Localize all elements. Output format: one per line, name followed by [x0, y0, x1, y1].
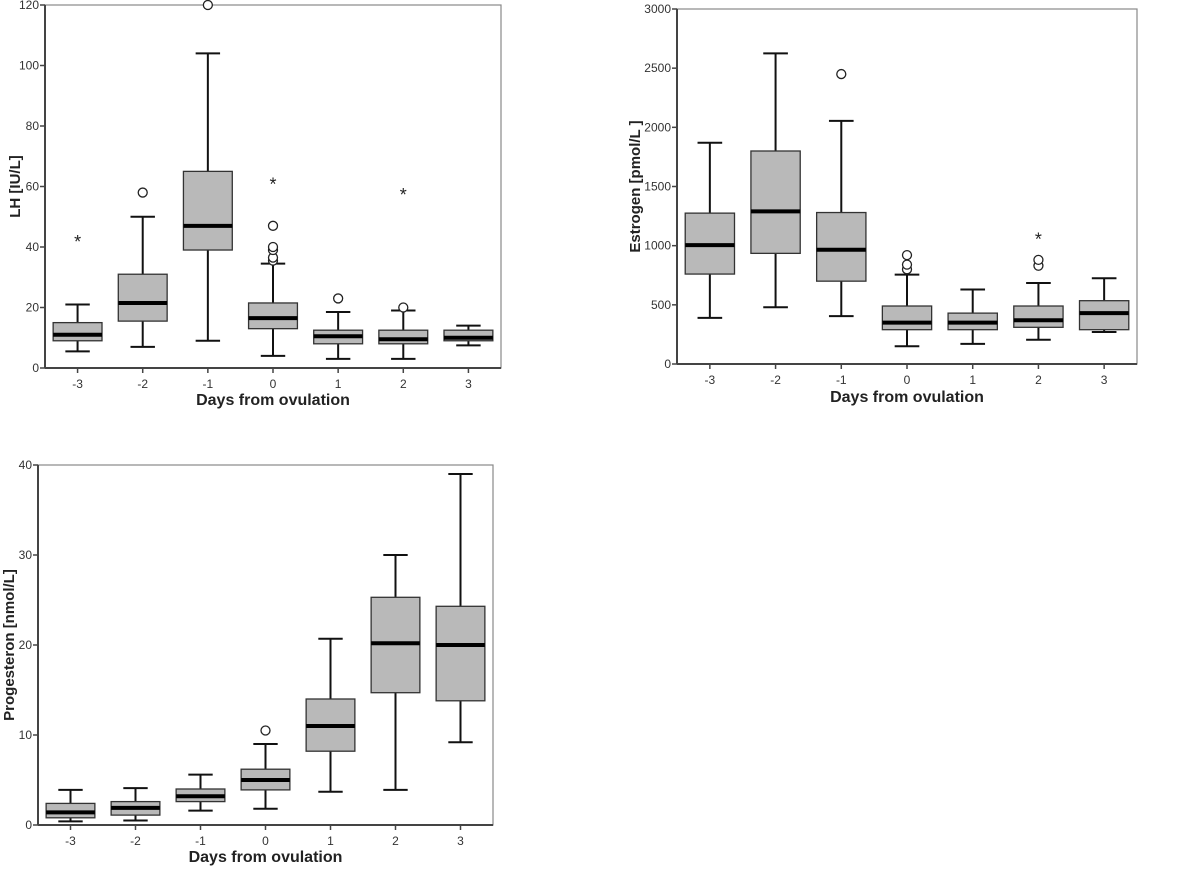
- x-tick-label: -3: [65, 834, 76, 848]
- y-tick-label: 1000: [644, 239, 671, 253]
- box--2: [750, 52, 801, 309]
- x-tick-label: 3: [465, 377, 472, 391]
- x-tick-label: 0: [270, 377, 277, 391]
- iqr-box: [881, 305, 933, 331]
- box-3: [443, 324, 494, 347]
- x-tick-label: 0: [262, 834, 269, 848]
- box-2: *: [378, 185, 429, 360]
- box-3: [435, 473, 486, 744]
- iqr-box: [443, 329, 494, 342]
- x-tick-label: 0: [904, 373, 911, 387]
- x-tick-label: 1: [335, 377, 342, 391]
- x-axis-label: Days from ovulation: [196, 392, 350, 409]
- x-tick-label: -2: [770, 373, 781, 387]
- x-tick-label: -1: [836, 373, 847, 387]
- outlier-marker: [398, 302, 409, 313]
- x-tick-label: 3: [457, 834, 464, 848]
- x-tick-label: -2: [137, 377, 148, 391]
- x-tick-label: 1: [969, 373, 976, 387]
- outlier-marker: [202, 0, 214, 11]
- y-tick-label: 3000: [644, 2, 671, 16]
- outlier-marker: [332, 293, 344, 304]
- iqr-box: [750, 150, 801, 255]
- x-tick-label: 1: [327, 834, 334, 848]
- outlier-marker: [267, 241, 279, 253]
- x-tick-label: 2: [400, 377, 407, 391]
- y-axis-label: Progesteron [nmol/L]: [1, 569, 18, 721]
- y-tick-label: 80: [26, 119, 40, 133]
- y-tick-label: 60: [26, 180, 40, 194]
- iqr-box: [247, 302, 299, 330]
- x-tick-label: -3: [705, 373, 716, 387]
- y-tick-label: 0: [32, 361, 39, 375]
- outlier-marker: [836, 68, 847, 80]
- box--1: [815, 68, 867, 318]
- x-tick-label: -2: [130, 834, 141, 848]
- iqr-box: [1013, 305, 1064, 328]
- extreme-marker: *: [1035, 230, 1042, 250]
- box--3: [684, 141, 736, 319]
- box-1: [313, 293, 364, 360]
- y-axis-label: LH [IU/L]: [7, 155, 24, 217]
- outlier-marker: [901, 259, 913, 270]
- boxplot-1: 0 500 1000 1500 2000 2500 3000 -3 -2 -1 0 1 2 3 Days f…: [627, 2, 1138, 406]
- x-axis-label: Days from ovulation: [189, 849, 343, 866]
- box--3: *: [52, 232, 103, 353]
- y-tick-label: 1500: [644, 180, 671, 194]
- iqr-box: [182, 170, 233, 251]
- outlier-marker: [137, 187, 148, 198]
- box--1: [175, 773, 226, 812]
- x-tick-label: -1: [203, 377, 214, 391]
- y-tick-label: 2000: [644, 120, 671, 134]
- y-tick-label: 10: [19, 728, 33, 742]
- outlier-marker: [901, 249, 913, 261]
- y-axis-label: Estrogen [pmol/L ]: [627, 120, 644, 252]
- iqr-box: [52, 321, 103, 342]
- y-tick-label: 0: [25, 818, 32, 832]
- iqr-box: [378, 329, 429, 345]
- iqr-box: [435, 605, 486, 702]
- x-tick-label: 2: [1035, 373, 1042, 387]
- box-2: [370, 554, 421, 791]
- box-3: [1078, 277, 1130, 334]
- box--3: [45, 788, 96, 823]
- x-tick-label: -3: [72, 377, 83, 391]
- box-0: [881, 249, 933, 348]
- y-tick-label: 100: [19, 59, 39, 73]
- box-0: [240, 725, 291, 810]
- y-tick-label: 20: [26, 301, 40, 315]
- box-1: [305, 637, 356, 793]
- x-axis-label: Days from ovulation: [830, 389, 984, 406]
- outlier-marker: [1033, 254, 1044, 266]
- y-tick-label: 120: [19, 0, 39, 12]
- y-tick-label: 0: [664, 357, 671, 371]
- y-tick-label: 40: [19, 458, 33, 472]
- extreme-marker: *: [400, 185, 407, 205]
- extreme-marker: *: [74, 232, 81, 252]
- box--1: [182, 0, 233, 342]
- y-tick-label: 500: [651, 298, 671, 312]
- extreme-marker: *: [269, 174, 276, 194]
- iqr-box: [1078, 300, 1130, 331]
- y-tick-label: 40: [26, 240, 40, 254]
- outlier-marker: [267, 220, 279, 231]
- boxplot-2: 0 10 20 30 40 -3 -2 -1 0 1 2 3 Days from ovulation Pr…: [1, 458, 494, 866]
- box-1: [947, 288, 999, 345]
- box--2: [110, 787, 161, 822]
- y-tick-label: 20: [19, 638, 33, 652]
- box-0: *: [247, 174, 299, 357]
- y-tick-label: 30: [19, 548, 33, 562]
- y-tick-label: 2500: [644, 61, 671, 75]
- boxplot-0: 0 20 40 60 80 100 120 -3 -2 -1 0 1 2 3 Days from ovula…: [7, 0, 502, 409]
- outlier-marker: [260, 725, 271, 736]
- iqr-box: [117, 273, 168, 322]
- box--2: [117, 187, 168, 348]
- iqr-box: [815, 211, 867, 282]
- x-tick-label: 2: [392, 834, 399, 848]
- x-tick-label: -1: [195, 834, 206, 848]
- box-2: *: [1013, 230, 1064, 341]
- x-tick-label: 3: [1101, 373, 1108, 387]
